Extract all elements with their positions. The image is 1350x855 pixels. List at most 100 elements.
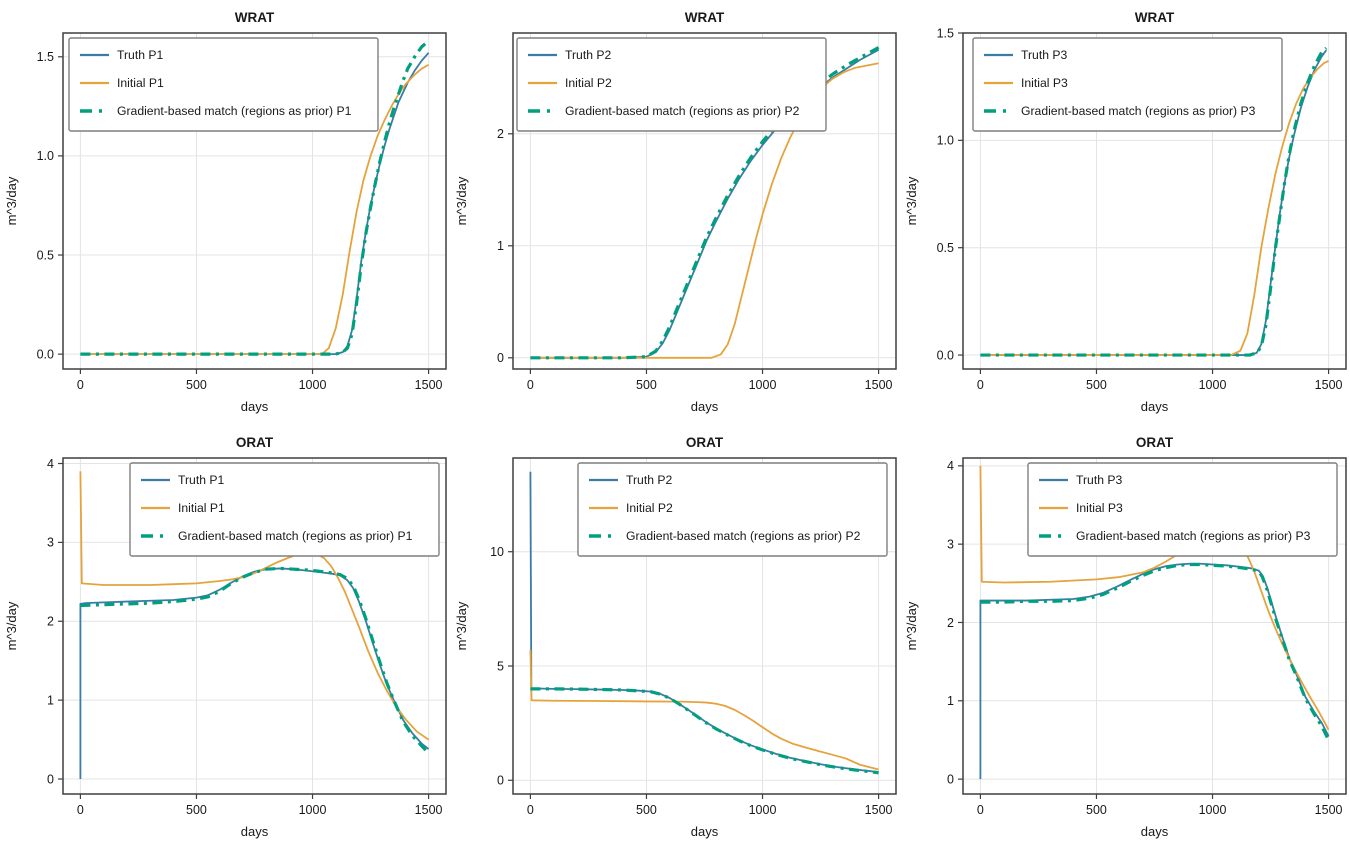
x-axis-label: days (691, 824, 719, 839)
x-tick-label: 1500 (1315, 378, 1343, 392)
axis-ticks: 0 500 1000 1500 0.0 0.5 1.0 1.5 (37, 50, 443, 392)
x-tick-label: 1500 (415, 803, 443, 817)
x-tick-label: 1000 (299, 803, 327, 817)
axis-ticks: 0 500 1000 1500 0 1 2 3 4 (47, 457, 442, 817)
chart-svg: 0 500 1000 1500 0 5 10 ORAT days m^3/day Truth P2 I… (454, 435, 897, 839)
y-tick-label: 1 (947, 694, 954, 708)
series-line-match (530, 687, 879, 775)
y-tick-label: 2 (947, 616, 954, 630)
x-tick-label: 500 (636, 803, 657, 817)
legend-label: Truth P2 (565, 48, 612, 62)
y-tick-label: 0 (497, 351, 504, 365)
y-tick-label: 10 (490, 545, 504, 559)
legend-label: Gradient-based match (regions as prior) … (1076, 529, 1311, 543)
x-tick-label: 1000 (749, 378, 777, 392)
chart-svg: 0 500 1000 1500 0 1 2 3 4 ORAT days m^3/day Truth P1… (4, 435, 447, 839)
subplot-orat-2: 0 500 1000 1500 0 5 10 ORAT days m^3/day Truth P2 I… (450, 425, 900, 850)
legend-label: Initial P2 (565, 76, 612, 90)
subplot-wrat-3: 0 500 1000 1500 0.0 0.5 1.0 1.5 WRAT days m^3/day T… (900, 0, 1350, 425)
axis-ticks: 0 500 1000 1500 0 1 2 (497, 127, 892, 392)
legend-label: Initial P3 (1076, 501, 1123, 515)
y-axis-label: m^3/day (454, 601, 469, 650)
y-axis-label: m^3/day (4, 176, 19, 225)
series-line-match (80, 566, 430, 755)
y-axis-label: m^3/day (454, 176, 469, 225)
y-tick-label: 1.0 (37, 149, 54, 163)
x-axis-label: days (691, 399, 719, 414)
legend-label: Gradient-based match (regions as prior) … (565, 104, 800, 118)
y-tick-label: 2 (47, 615, 54, 629)
legend-label: Truth P1 (178, 473, 225, 487)
legend: Truth P2 Initial P2 Gradient-based match (… (516, 37, 827, 132)
series-line-match (980, 46, 1328, 357)
y-tick-label: 1.0 (937, 134, 954, 148)
y-axis-label: m^3/day (904, 601, 919, 650)
chart-svg: 0 500 1000 1500 0.0 0.5 1.0 1.5 WRAT days m^3/day T… (4, 10, 447, 414)
x-tick-label: 0 (77, 378, 84, 392)
x-tick-label: 1000 (1199, 803, 1227, 817)
x-tick-label: 0 (977, 803, 984, 817)
x-tick-label: 0 (527, 378, 534, 392)
axes-spines (62, 457, 447, 795)
x-tick-label: 500 (186, 378, 207, 392)
legend: Truth P3 Initial P3 Gradient-based match (… (972, 37, 1283, 132)
legend-label: Initial P3 (1021, 76, 1068, 90)
legend-label: Initial P2 (626, 501, 673, 515)
y-tick-label: 0.0 (37, 347, 54, 361)
y-tick-label: 0 (497, 774, 504, 788)
x-tick-label: 500 (1086, 378, 1107, 392)
x-axis-label: days (1141, 824, 1169, 839)
series-line-initial (530, 62, 879, 359)
chart-svg: 0 500 1000 1500 0.0 0.5 1.0 1.5 WRAT days m^3/day T… (904, 10, 1347, 414)
chart-title: ORAT (686, 435, 724, 450)
x-tick-label: 0 (977, 378, 984, 392)
y-tick-label: 0 (947, 772, 954, 786)
axis-ticks: 0 500 1000 1500 0 1 2 3 4 (947, 459, 1342, 817)
y-tick-label: 4 (47, 457, 54, 471)
y-tick-label: 1 (497, 239, 504, 253)
chart-title: WRAT (1135, 10, 1175, 25)
y-tick-label: 3 (47, 536, 54, 550)
x-tick-label: 1500 (415, 378, 443, 392)
y-tick-label: 3 (947, 537, 954, 551)
y-tick-label: 0 (47, 772, 54, 786)
series-line-truth (79, 567, 430, 780)
legend-label: Initial P1 (117, 76, 164, 90)
legend: Truth P1 Initial P1 Gradient-based match (… (129, 462, 440, 557)
x-tick-label: 1500 (1315, 803, 1343, 817)
legend: Truth P1 Initial P1 Gradient-based match (… (68, 37, 379, 132)
legend: Truth P2 Initial P2 Gradient-based match (… (577, 462, 888, 557)
subplot-wrat-2: 0 500 1000 1500 0 1 2 WRAT days m^3/day Truth P2 In… (450, 0, 900, 425)
axes-spines (962, 32, 1347, 370)
legend-label: Truth P2 (626, 473, 673, 487)
x-tick-label: 500 (1086, 803, 1107, 817)
legend-label: Initial P1 (178, 501, 225, 515)
x-tick-label: 500 (186, 803, 207, 817)
chart-title: WRAT (235, 10, 275, 25)
chart-title: ORAT (1136, 435, 1174, 450)
y-tick-label: 2 (497, 127, 504, 141)
axis-ticks: 0 500 1000 1500 0.0 0.5 1.0 1.5 (937, 26, 1343, 392)
subplot-orat-1: 0 500 1000 1500 0 1 2 3 4 ORAT days m^3/day Truth P1… (0, 425, 450, 850)
legend-label: Gradient-based match (regions as prior) … (178, 529, 413, 543)
y-tick-label: 0.5 (37, 248, 54, 262)
legend-label: Truth P3 (1021, 48, 1068, 62)
axis-ticks: 0 500 1000 1500 0 5 10 (490, 545, 892, 817)
x-axis-label: days (1141, 399, 1169, 414)
series-line-initial (529, 649, 879, 771)
x-tick-label: 1000 (749, 803, 777, 817)
legend-label: Truth P1 (117, 48, 164, 62)
x-tick-label: 0 (77, 803, 84, 817)
chart-svg: 0 500 1000 1500 0 1 2 3 4 ORAT days m^3/day Truth P3… (904, 435, 1347, 839)
legend-label: Gradient-based match (regions as prior) … (1021, 104, 1256, 118)
series-line-match (80, 39, 430, 356)
axes-spines (62, 32, 447, 370)
legend-label: Truth P3 (1076, 473, 1123, 487)
x-tick-label: 1000 (1199, 378, 1227, 392)
y-tick-label: 1 (47, 693, 54, 707)
x-tick-label: 1500 (865, 803, 893, 817)
x-tick-label: 1000 (299, 378, 327, 392)
subplot-wrat-1: 0 500 1000 1500 0.0 0.5 1.0 1.5 WRAT days m^3/day T… (0, 0, 450, 425)
y-tick-label: 1.5 (937, 26, 954, 40)
